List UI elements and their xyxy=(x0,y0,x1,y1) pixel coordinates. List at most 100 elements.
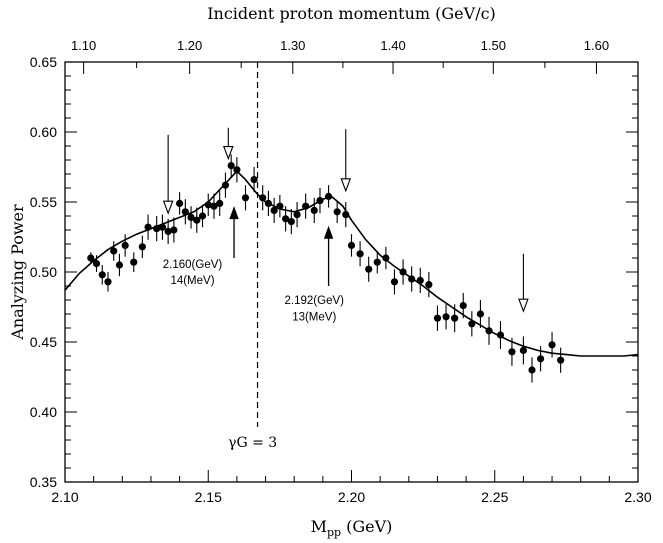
data-point xyxy=(216,199,224,207)
data-point xyxy=(528,366,536,374)
data-point xyxy=(282,215,290,223)
plot-border xyxy=(64,61,639,483)
data-point xyxy=(264,199,273,207)
data-point xyxy=(227,162,235,170)
data-point xyxy=(204,201,212,209)
top-tick-label: 1.50 xyxy=(481,38,506,53)
top-x-axis: 1.10 1.20 1.30 1.40 1.50 1.60 xyxy=(71,38,609,74)
x-axis-title-unit: (GeV) xyxy=(341,517,392,536)
data-point xyxy=(270,206,278,214)
data-point xyxy=(536,355,545,363)
data-point xyxy=(104,278,112,286)
data-point xyxy=(138,243,146,251)
open-arrow-head xyxy=(518,298,529,313)
y-tick-label: 0.50 xyxy=(30,264,57,280)
data-point xyxy=(153,225,161,233)
data-point xyxy=(121,241,129,249)
plot-frame xyxy=(64,61,639,483)
gamma-g-label: γG = 3 xyxy=(228,435,277,451)
data-point xyxy=(187,213,195,221)
x-tick-label: 2.10 xyxy=(51,489,78,505)
data-point xyxy=(210,202,218,210)
x-tick-label: 2.20 xyxy=(338,489,365,505)
data-point xyxy=(324,192,333,200)
annotation-label: 13(MeV) xyxy=(292,311,336,323)
data-point xyxy=(373,258,381,266)
data-point xyxy=(548,341,556,349)
data-point xyxy=(233,166,241,174)
data-point xyxy=(287,218,295,226)
data-point xyxy=(259,194,267,202)
fit-curve xyxy=(64,170,639,357)
y-tick-label: 0.55 xyxy=(30,194,57,210)
x-axis-title-main: M xyxy=(311,517,327,536)
data-point xyxy=(333,208,341,216)
data-point xyxy=(87,254,95,262)
filled-arrow-head xyxy=(323,225,334,239)
data-point xyxy=(342,211,350,219)
data-point xyxy=(181,208,189,216)
data-point xyxy=(382,254,390,262)
bottom-x-axis: 2.10 2.15 2.20 2.25 2.30 xyxy=(51,470,652,505)
data-point xyxy=(241,194,250,202)
data-point xyxy=(365,265,373,273)
top-axis-title: Incident proton momentum (GeV/c) xyxy=(207,4,496,23)
y-tick-label: 0.45 xyxy=(30,334,57,350)
data-point xyxy=(115,261,124,269)
data-point xyxy=(476,310,485,318)
x-axis-title: Mpp (GeV) xyxy=(311,517,393,539)
top-tick-label: 1.10 xyxy=(71,38,96,53)
data-point xyxy=(176,199,184,207)
fit-curve-path xyxy=(64,170,639,357)
y-axis: 0.35 0.40 0.45 0.50 0.55 0.60 0.65 xyxy=(30,54,638,490)
data-point xyxy=(451,314,459,322)
filled-arrow-head xyxy=(229,206,239,220)
data-point xyxy=(399,268,407,276)
data-point xyxy=(250,176,258,184)
annotations: 2.160(GeV) 14(MeV) 2.192(GeV) 13(MeV) γG… xyxy=(163,259,344,451)
data-point xyxy=(158,223,167,231)
data-point xyxy=(485,327,493,335)
x-tick-label: 2.15 xyxy=(195,489,222,505)
data-point xyxy=(347,241,356,249)
data-point xyxy=(557,356,565,364)
data-point xyxy=(425,281,433,289)
data-point xyxy=(170,226,178,234)
data-point xyxy=(496,331,505,339)
y-tick-label: 0.35 xyxy=(30,474,57,490)
data-point xyxy=(110,247,118,255)
data-point xyxy=(130,258,138,266)
data-point xyxy=(98,271,106,279)
x-axis-title-sub: pp xyxy=(327,526,341,539)
top-tick-label: 1.20 xyxy=(177,38,202,53)
data-point xyxy=(164,227,172,235)
top-tick-label: 1.30 xyxy=(280,38,305,53)
top-tick-label: 1.40 xyxy=(380,38,405,53)
annotation-label: 2.192(GeV) xyxy=(285,295,345,307)
data-point xyxy=(276,202,284,210)
x-tick-label: 2.30 xyxy=(624,489,651,505)
data-point xyxy=(310,206,318,214)
data-point xyxy=(433,314,442,322)
data-point xyxy=(193,216,201,224)
data-point xyxy=(390,278,399,286)
open-arrow-head xyxy=(340,178,352,193)
annotation-label: 2.160(GeV) xyxy=(163,259,223,271)
data-point xyxy=(459,302,467,310)
data-point xyxy=(144,223,152,231)
data-point xyxy=(302,202,310,210)
data-point xyxy=(356,250,364,258)
data-point xyxy=(293,211,301,219)
open-arrow-head xyxy=(162,200,174,215)
data-point xyxy=(316,197,324,205)
open-arrow-head xyxy=(223,146,234,161)
data-point xyxy=(508,348,516,356)
data-point xyxy=(408,275,416,283)
data-point xyxy=(221,181,230,189)
y-axis-title: Analyzing Power xyxy=(8,204,27,341)
y-tick-label: 0.40 xyxy=(30,404,57,420)
annotation-label: 14(MeV) xyxy=(170,275,214,287)
data-points xyxy=(87,154,565,383)
y-tick-label: 0.65 xyxy=(30,54,57,70)
